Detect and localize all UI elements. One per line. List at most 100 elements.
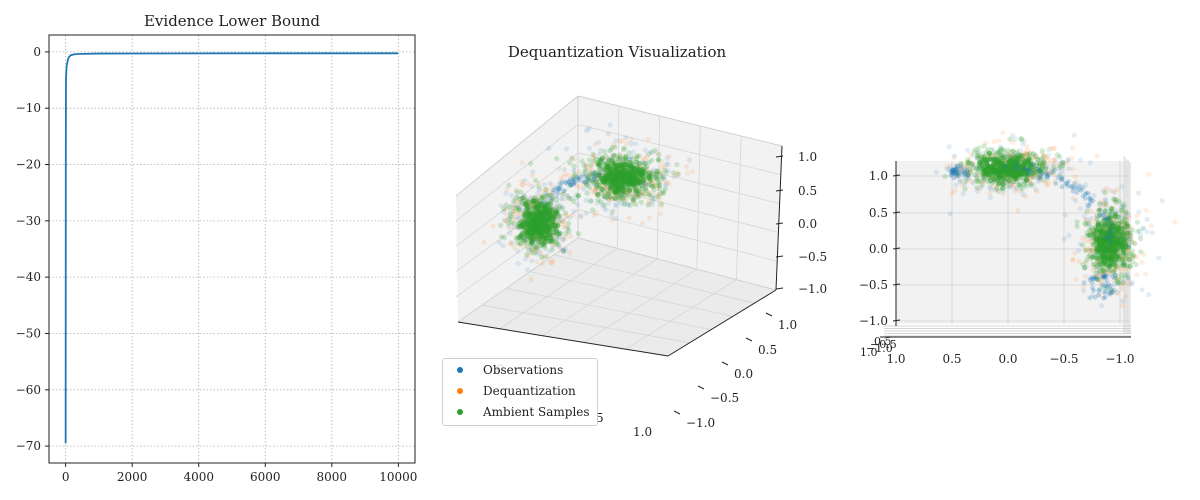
- dequant-point: [532, 201, 538, 207]
- dequant-point: [506, 224, 512, 230]
- dequant-point: [652, 147, 658, 154]
- side-point: [1002, 164, 1008, 169]
- dequant-point: [612, 196, 619, 202]
- side-point: [1126, 256, 1132, 262]
- side-point: [1000, 130, 1006, 136]
- dequant-point: [539, 260, 545, 266]
- dequant-point: [623, 154, 629, 160]
- dequant-point: [533, 195, 539, 201]
- dequant-point: [615, 162, 621, 168]
- dequant-point: [527, 221, 534, 228]
- dequant-point: [538, 210, 545, 216]
- dequant-point: [560, 248, 567, 254]
- dequant-point: [520, 231, 527, 237]
- dequant-point: [533, 209, 539, 215]
- dequant-point: [536, 222, 542, 228]
- dequant-gridline: [455, 124, 579, 222]
- dequant-point: [537, 226, 543, 232]
- dequant-point: [528, 195, 534, 201]
- dequant-gridline: [577, 180, 779, 233]
- dequant-point: [537, 230, 544, 237]
- dequant-point: [516, 207, 522, 213]
- side-point: [985, 156, 991, 162]
- dequant-point: [532, 194, 539, 200]
- dequant-point: [537, 227, 543, 233]
- side-point: [1106, 291, 1112, 296]
- elbo-x-tick-label: 2000: [117, 470, 148, 484]
- dequant-point: [533, 230, 539, 236]
- dequant-point: [550, 212, 556, 218]
- dequant-point: [501, 206, 507, 212]
- dequant-point: [523, 208, 530, 214]
- dequant-point: [507, 240, 513, 246]
- dequant-points: [481, 122, 696, 283]
- dequant-point: [521, 212, 528, 218]
- dequant-point: [546, 213, 552, 219]
- dequant-point: [530, 231, 537, 237]
- legend-item-observations: Observations: [457, 361, 563, 379]
- dequant-point: [541, 218, 547, 224]
- dequant-point: [547, 225, 553, 231]
- dequant-point: [541, 243, 548, 249]
- dequant-point: [530, 218, 536, 224]
- dequant-point: [528, 236, 534, 242]
- dequant-point: [543, 254, 549, 260]
- dequant-point: [565, 195, 572, 201]
- dequant-point: [527, 231, 534, 237]
- dequant-point: [526, 220, 532, 226]
- dequant-point: [532, 219, 538, 225]
- dequant-point: [555, 242, 562, 248]
- dequant-point: [556, 187, 562, 193]
- dequant-point: [525, 214, 532, 220]
- dequant-point: [528, 239, 535, 245]
- dequant-3d-plot: Dequantization Visualization 1.00.50.0−0…: [455, 43, 827, 439]
- side-point: [1070, 188, 1076, 194]
- elbo-series: [64, 52, 399, 444]
- dequant-point: [549, 198, 555, 204]
- elbo-x-ticks: 0 2000 4000 6000 8000 10000: [62, 463, 417, 484]
- dequant-point: [532, 219, 539, 225]
- dequant-y-tick-label: 1.0: [778, 318, 797, 332]
- dequant-point: [550, 238, 556, 244]
- dequant-point: [525, 196, 531, 202]
- dequant-point: [534, 229, 540, 235]
- dequant-point: [548, 222, 554, 228]
- dequant-point: [530, 231, 536, 237]
- side-depth-tick-label: 1.0: [860, 346, 878, 359]
- side-point: [1100, 268, 1106, 274]
- elbo-y-ticks: 0 −10 −20 −30 −40 −50 −60 −70: [16, 45, 49, 453]
- elbo-grid: [49, 35, 415, 463]
- side-point: [1028, 182, 1034, 188]
- dequant-point: [531, 213, 537, 219]
- side-point: [1122, 237, 1128, 243]
- dequant-point: [509, 204, 515, 210]
- side-point: [1091, 192, 1097, 199]
- dequant-point: [525, 227, 531, 233]
- dequant-point: [543, 227, 549, 234]
- dequant-point: [513, 234, 519, 240]
- dequant-point: [519, 223, 525, 229]
- dequant-point: [537, 221, 543, 227]
- dequant-point: [539, 212, 545, 218]
- dequant-point: [521, 194, 527, 200]
- side-z-tick-label: −0.5: [859, 278, 888, 292]
- dequant-point: [505, 220, 511, 226]
- dequant-point: [542, 211, 548, 217]
- dequant-point: [513, 217, 519, 223]
- dequant-point: [522, 211, 528, 217]
- legend-item-ambient: Ambient Samples: [457, 403, 590, 421]
- dequant-point: [625, 174, 631, 180]
- dequant-point: [533, 226, 539, 232]
- dequant-point: [541, 212, 548, 218]
- side-point: [1081, 280, 1087, 286]
- dequant-point: [523, 215, 530, 221]
- dequant-point: [523, 197, 529, 204]
- side-point: [1099, 303, 1105, 309]
- dequant-point: [566, 220, 572, 226]
- dequant-gridline: [617, 105, 620, 249]
- dequant-point: [542, 196, 548, 203]
- dequant-point: [516, 222, 522, 228]
- dequant-point: [533, 214, 539, 220]
- side-point: [1144, 216, 1150, 222]
